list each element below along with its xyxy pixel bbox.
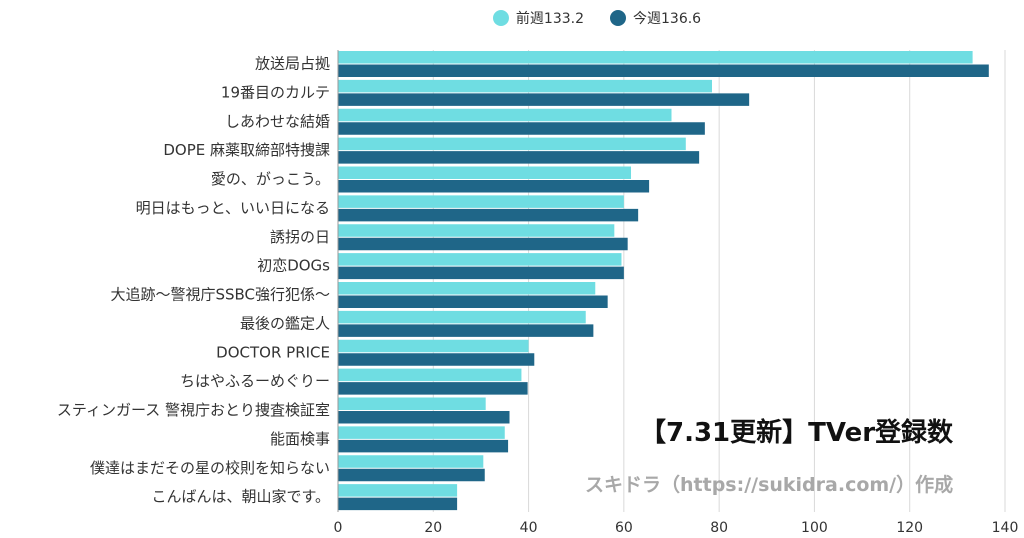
category-label-14: 僕達はまだその星の校則を知らない <box>90 459 330 477</box>
bar-curr-9 <box>338 324 594 337</box>
category-label-15: こんばんは、朝山家です。 <box>151 488 330 506</box>
x-tick-label-100: 100 <box>801 520 828 536</box>
bar-prev-0 <box>338 51 973 64</box>
bar-curr-15 <box>338 497 458 511</box>
bar-curr-7 <box>338 266 624 280</box>
bar-prev-9 <box>338 310 586 324</box>
chart-credit: スキドラ（https://sukidra.com/）作成 <box>585 474 954 496</box>
bar-curr-6 <box>338 237 628 251</box>
bar-prev-10 <box>338 339 529 353</box>
legend-item-prev[interactable]: 前週133.2 <box>492 8 584 28</box>
bar-curr-11 <box>338 382 528 395</box>
bar-prev-14 <box>338 455 484 468</box>
category-label-2: しあわせな結婚 <box>225 112 330 130</box>
bar-prev-15 <box>338 484 458 497</box>
category-label-12: スティンガース 警視庁おとり捜査検証室 <box>57 401 330 419</box>
category-label-6: 誘拐の日 <box>270 228 330 246</box>
bar-curr-13 <box>338 439 509 453</box>
legend-label-curr: 今週136.6 <box>633 11 702 27</box>
bar-curr-2 <box>338 122 705 135</box>
bar-curr-10 <box>338 353 535 366</box>
bar-curr-4 <box>338 180 650 193</box>
chart-title: 【7.31更新】TVer登録数 <box>640 418 954 448</box>
bar-prev-12 <box>338 397 486 410</box>
category-label-7: 初恋DOGs <box>257 257 330 275</box>
legend-label-prev: 前週133.2 <box>515 11 584 27</box>
bar-curr-5 <box>338 208 639 222</box>
category-label-8: 大追跡～警視庁SSBC強行犯係～ <box>110 286 330 304</box>
x-tick-label-140: 140 <box>992 520 1019 536</box>
bar-prev-7 <box>338 253 622 266</box>
bar-curr-1 <box>338 93 750 106</box>
bar-curr-14 <box>338 468 485 482</box>
bar-prev-4 <box>338 166 632 179</box>
bar-prev-6 <box>338 224 615 237</box>
category-label-3: DOPE 麻薬取締部特捜課 <box>163 141 330 159</box>
bar-curr-8 <box>338 295 608 308</box>
category-label-13: 能面検事 <box>270 430 330 448</box>
bar-prev-13 <box>338 426 505 439</box>
x-tick-label-80: 80 <box>710 520 728 536</box>
legend-swatch-curr <box>610 10 626 26</box>
bar-prev-11 <box>338 368 522 382</box>
bar-curr-0 <box>338 64 989 77</box>
bar-prev-8 <box>338 282 596 295</box>
category-label-5: 明日はもっと、いい日になる <box>136 199 330 217</box>
legend-swatch-prev <box>492 10 509 26</box>
x-tick-label-40: 40 <box>520 520 538 536</box>
bar-prev-3 <box>338 137 686 151</box>
bar-curr-12 <box>338 411 510 424</box>
bar-prev-2 <box>338 108 672 122</box>
legend-item-curr[interactable]: 今週136.6 <box>610 8 701 28</box>
x-tick-label-0: 0 <box>334 520 343 536</box>
x-tick-label-20: 20 <box>424 520 442 536</box>
bar-prev-1 <box>338 79 712 93</box>
legend: 前週133.2 今週136.6 <box>0 8 1024 28</box>
category-label-4: 愛の、がっこう。 <box>211 170 330 188</box>
category-label-10: DOCTOR PRICE <box>216 343 330 361</box>
bar-prev-5 <box>338 195 624 208</box>
x-tick-label-60: 60 <box>615 520 633 536</box>
category-label-9: 最後の鑑定人 <box>240 314 330 332</box>
bar-curr-3 <box>338 151 700 164</box>
x-tick-label-120: 120 <box>896 520 923 536</box>
category-label-0: 放送局占拠 <box>255 55 330 73</box>
category-label-11: ちはやふるーめぐりー <box>180 372 330 390</box>
category-label-1: 19番目のカルテ <box>221 83 330 101</box>
